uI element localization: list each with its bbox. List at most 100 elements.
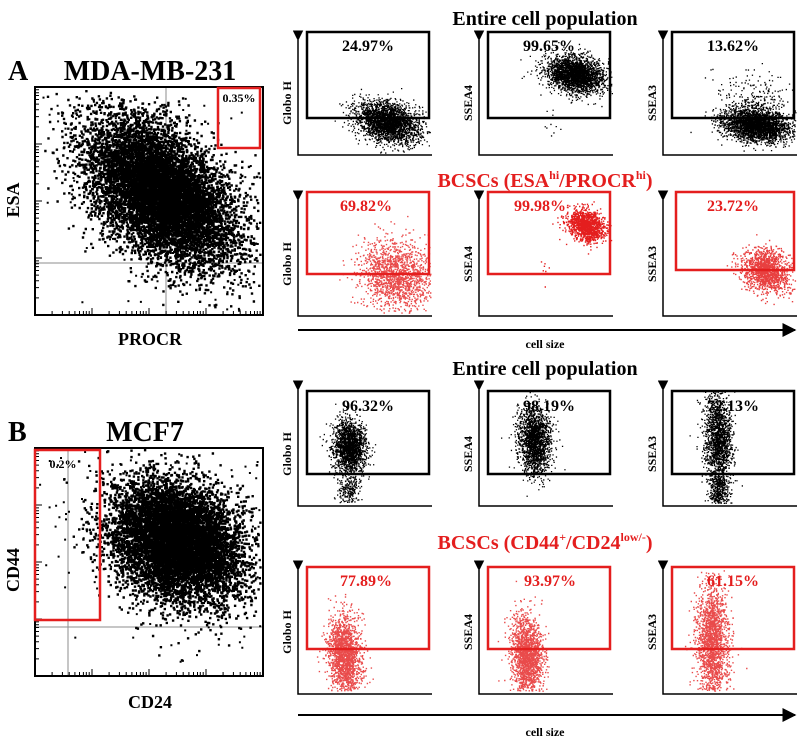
panel-a-entire-plot-globo-h-marker: Globo H xyxy=(280,81,294,125)
panel-b-bcsc-plot-ssea3-dots xyxy=(684,570,748,692)
A-e1-scatter xyxy=(520,42,613,108)
panel-b-entire-plot-globo-h-percent: 96.32% xyxy=(342,398,394,415)
panel-b-entire-plot-ssea3-percent: 72.13% xyxy=(707,398,759,415)
B-main-scatter xyxy=(39,451,262,663)
panel-a-bcsc-plot-ssea4-gate xyxy=(486,190,612,276)
panel-a-entire-plot-globo-h-gate xyxy=(305,30,431,120)
panel-b-bcsc-plot-ssea4-axes xyxy=(473,560,613,695)
panel-b-cell-size-label: cell size xyxy=(526,725,566,739)
B-b1-scatter xyxy=(497,580,550,692)
a-main-tick-marks xyxy=(34,89,261,316)
panel-a-bcsc-plot-ssea3-axes xyxy=(657,190,797,317)
panel-b-bcsc-plot-globo-h-dots xyxy=(316,593,374,692)
B-e0-scatter xyxy=(333,461,363,504)
panel-b-bcsc-plot-ssea3-gate xyxy=(670,565,796,651)
panel-b-entire-plot-ssea4: 98.19% SSEA4 xyxy=(461,380,613,507)
panel-a-main-xlabel: PROCR xyxy=(118,329,183,349)
panel-a-main-ylabel: ESA xyxy=(3,182,23,217)
panel-a-entire-plot-ssea3: 13.62% SSEA3 xyxy=(645,30,797,156)
panel-a-entire-plot-globo-h-axes xyxy=(292,30,432,156)
panel-a-entire-plot-ssea3-gate xyxy=(670,30,796,120)
panel-b-bcsc-plot-ssea4-percent: 93.97% xyxy=(524,573,576,590)
panel-a-main-gate xyxy=(216,86,262,150)
A-main-scatter xyxy=(44,90,262,312)
panel-a-entire-plot-ssea4-percent: 99.65% xyxy=(523,38,575,55)
panel-b-bcsc-plot-ssea3-axes xyxy=(657,560,797,695)
panel-b-entire-plot-globo-h: 96.32% Globo H xyxy=(280,380,432,507)
panel-a-entire-plot-globo-h-dots xyxy=(334,88,431,154)
panel-b-entire-header: Entire cell population xyxy=(452,358,637,380)
panel-b-entire-plot-ssea4-axes xyxy=(473,380,613,507)
B-b0-scatter xyxy=(316,593,374,692)
panel-b-bcsc-plot-ssea3: 61.15% SSEA3 xyxy=(645,560,797,695)
panel-a-bcsc-plot-ssea4-marker: SSEA4 xyxy=(461,246,475,282)
b-main-tick-marks xyxy=(34,450,261,677)
panel-a: A MDA-MB-231 0.35% PROCR ESA Entire cell… xyxy=(3,8,797,351)
panel-b-bcsc-plot-ssea4-gate xyxy=(486,565,612,651)
panel-b-bcsc-plot-globo-h-marker: Globo H xyxy=(280,610,294,654)
panel-b-entire-plot-ssea3-marker: SSEA3 xyxy=(645,436,659,472)
panel-b-main-ticks xyxy=(34,450,261,677)
panel-b-entire-plot-ssea3-dots xyxy=(689,390,743,504)
panel-b-entire-plot-globo-h-dots xyxy=(319,403,377,504)
panel-a-bcsc-plot-ssea3-gate xyxy=(674,190,796,272)
panel-b-bcsc-plot-ssea3-percent: 61.15% xyxy=(707,573,759,590)
panel-a-bcsc-plot-globo-h-gate xyxy=(305,190,431,276)
panel-a-entire-plot-ssea3-marker: SSEA3 xyxy=(645,85,659,121)
panel-a-bcsc-plot-ssea4-dots xyxy=(540,201,613,288)
panel-b-bcsc-plot-ssea4: 93.97% SSEA4 xyxy=(461,560,613,695)
panel-b: B MCF7 0.2% CD24 CD44 Entire cell popula… xyxy=(3,358,797,739)
B-main-scatter xyxy=(63,449,262,662)
panel-a-bcsc-plot-ssea3: 23.72% SSEA3 xyxy=(645,190,797,317)
panel-b-entire-plot-ssea4-dots xyxy=(501,390,566,497)
panel-a-main-plot: 0.35% PROCR ESA xyxy=(3,86,264,349)
panel-b-entire-plot-ssea4-gate xyxy=(486,389,612,476)
panel-a-bcsc-plot-globo-h: 69.82% Globo H xyxy=(280,190,432,317)
panel-b-bcsc-plot-globo-h: 77.89% Globo H xyxy=(280,560,432,695)
panel-a-entire-plot-globo-h: 24.97% Globo H xyxy=(280,30,432,156)
panel-b-bcsc-plot-globo-h-percent: 77.89% xyxy=(340,573,392,590)
panel-b-entire-plot-ssea3-gate xyxy=(670,389,796,476)
panel-b-entire-plot-globo-h-marker: Globo H xyxy=(280,432,294,476)
panel-a-entire-plot-globo-h-percent: 24.97% xyxy=(342,38,394,55)
B-b2-scatter xyxy=(684,570,748,692)
panel-b-entire-plot-ssea3-axes xyxy=(657,380,797,507)
panel-b-entire-plot-globo-h-gate xyxy=(305,389,431,476)
A-e0-scatter xyxy=(334,88,431,154)
panel-a-letter: A xyxy=(8,56,29,87)
panel-b-main-plot: 0.2% CD24 CD44 xyxy=(3,447,264,712)
panel-a-bcsc-plot-globo-h-percent: 69.82% xyxy=(340,198,392,215)
panel-b-entire-plot-ssea4-percent: 98.19% xyxy=(523,398,575,415)
A-b1-scatter xyxy=(552,201,613,255)
panel-b-entire-plot-ssea4-marker: SSEA4 xyxy=(461,436,475,472)
panel-a-bcsc-plot-globo-h-dots xyxy=(339,215,432,314)
panel-b-main-xlabel: CD24 xyxy=(128,692,172,712)
panel-a-entire-plot-ssea3-percent: 13.62% xyxy=(707,38,759,55)
panel-b-bcsc-plot-globo-h-gate xyxy=(305,565,431,651)
panel-a-entire-plot-ssea4: 99.65% SSEA4 xyxy=(461,30,613,156)
panel-a-main-ticks xyxy=(34,89,261,316)
B-e0-scatter xyxy=(319,403,377,488)
panel-a-entire-plot-ssea4-gate xyxy=(486,30,612,120)
A-b0-scatter xyxy=(339,215,432,314)
panel-a-bcsc-header: BCSCs (ESAhi/PROCRhi) xyxy=(437,168,652,192)
panel-b-bcsc-plot-globo-h-axes xyxy=(292,560,432,695)
panel-a-entire-header: Entire cell population xyxy=(452,8,637,30)
panel-b-bcsc-header: BCSCs (CD44+/CD24low/-) xyxy=(438,530,653,554)
panel-b-main-gate-percent: 0.2% xyxy=(50,457,77,471)
panel-a-main-gate-percent: 0.35% xyxy=(223,91,256,105)
panel-a-bcsc-plot-ssea4-axes xyxy=(473,190,613,317)
B-e1-scatter xyxy=(501,390,566,497)
panel-b-entire-plot-ssea3: 72.13% SSEA3 xyxy=(645,380,797,507)
panel-a-bcsc-plot-ssea4-percent: 99.98% xyxy=(514,198,566,215)
panel-b-bcsc-plot-ssea4-marker: SSEA4 xyxy=(461,614,475,650)
panel-b-main-dots xyxy=(35,448,263,676)
panel-b-bcsc-plot-ssea4-dots xyxy=(497,580,550,692)
panel-b-main-gate xyxy=(33,448,102,622)
panel-a-main-dots xyxy=(35,87,263,315)
panel-b-title: MCF7 xyxy=(106,417,184,448)
panel-a-entire-plot-ssea3-axes xyxy=(657,30,797,156)
A-e2-scatter xyxy=(690,100,797,152)
panel-a-title: MDA-MB-231 xyxy=(64,56,237,87)
